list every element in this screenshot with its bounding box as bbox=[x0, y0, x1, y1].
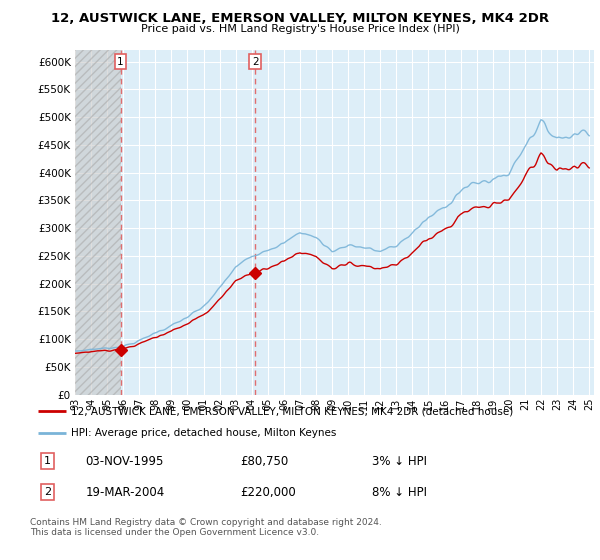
Text: £220,000: £220,000 bbox=[240, 486, 296, 499]
Text: Contains HM Land Registry data © Crown copyright and database right 2024.
This d: Contains HM Land Registry data © Crown c… bbox=[30, 518, 382, 538]
Text: 8% ↓ HPI: 8% ↓ HPI bbox=[372, 486, 427, 499]
Text: £80,750: £80,750 bbox=[240, 455, 288, 468]
Text: HPI: Average price, detached house, Milton Keynes: HPI: Average price, detached house, Milt… bbox=[71, 428, 337, 438]
Text: 3% ↓ HPI: 3% ↓ HPI bbox=[372, 455, 427, 468]
Text: 03-NOV-1995: 03-NOV-1995 bbox=[85, 455, 164, 468]
Text: 2: 2 bbox=[44, 487, 51, 497]
Text: Price paid vs. HM Land Registry's House Price Index (HPI): Price paid vs. HM Land Registry's House … bbox=[140, 24, 460, 34]
Text: 1: 1 bbox=[44, 456, 51, 466]
Text: 19-MAR-2004: 19-MAR-2004 bbox=[85, 486, 164, 499]
Bar bbox=[75, 50, 121, 395]
Text: 12, AUSTWICK LANE, EMERSON VALLEY, MILTON KEYNES, MK4 2DR (detached house): 12, AUSTWICK LANE, EMERSON VALLEY, MILTO… bbox=[71, 406, 514, 416]
Text: 2: 2 bbox=[252, 57, 259, 67]
Text: 12, AUSTWICK LANE, EMERSON VALLEY, MILTON KEYNES, MK4 2DR: 12, AUSTWICK LANE, EMERSON VALLEY, MILTO… bbox=[51, 12, 549, 25]
Text: 1: 1 bbox=[117, 57, 124, 67]
